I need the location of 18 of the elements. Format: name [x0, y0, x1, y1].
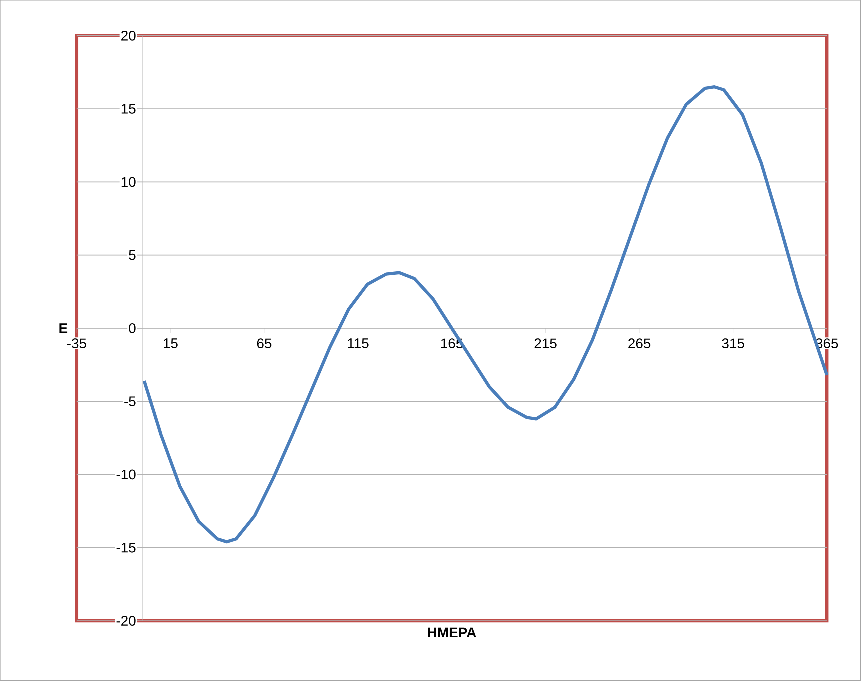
y-tick-label: -5	[124, 396, 136, 406]
y-tick-label: 20	[122, 30, 136, 41]
y-tick-label: 15	[122, 104, 136, 114]
x-tick-label: 215	[534, 338, 557, 349]
y-tick-label: -10	[116, 470, 136, 480]
x-tick-label: -35	[67, 338, 86, 349]
y-tick-label: 5	[129, 250, 136, 260]
x-tick-label: 315	[722, 338, 744, 349]
x-tick-label: 265	[628, 338, 651, 349]
x-axis-title: HMEPA	[428, 628, 476, 638]
y-tick-label: -20	[116, 616, 136, 626]
y-tick-label: 10	[122, 177, 136, 188]
y-tick-label: -15	[116, 543, 136, 553]
y-axis-title: E	[60, 324, 68, 334]
x-tick-label: 65	[257, 338, 272, 349]
x-tick-label: 115	[348, 338, 369, 348]
y-tick-label: 0	[129, 324, 136, 334]
x-tick-label: 15	[164, 338, 178, 348]
